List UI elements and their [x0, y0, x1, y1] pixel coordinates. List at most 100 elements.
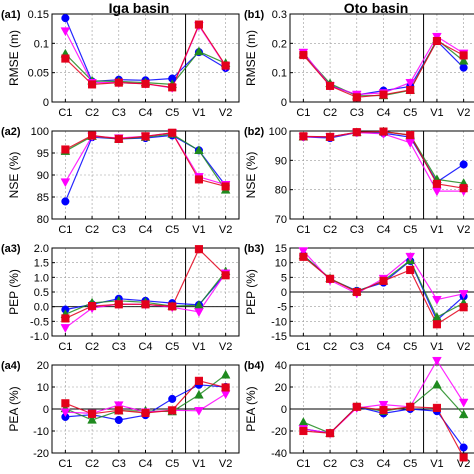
x-tick-label: C1: [58, 224, 72, 236]
x-tick-label: C3: [350, 107, 364, 119]
data-point-red: [88, 409, 97, 418]
x-tick-label: V1: [192, 224, 205, 236]
x-tick-label: C3: [112, 107, 126, 119]
data-point-magenta: [60, 408, 71, 418]
data-point-red: [221, 61, 230, 70]
x-tick-label: C5: [403, 341, 417, 353]
x-tick-label: V1: [430, 224, 443, 236]
y-tick-label: 0.0: [34, 302, 49, 314]
panel-a4: -20 -10 0 10 20 C1 C2 C3 C4 C5 V1 V2 PEA (%) (a4): [1, 360, 240, 470]
x-tick-label: C1: [58, 341, 72, 353]
data-point-red: [326, 132, 335, 141]
data-point-blue: [459, 443, 468, 452]
x-tick-label: C2: [323, 341, 337, 353]
data-point-red: [61, 54, 70, 63]
x-tick-label: C1: [296, 341, 310, 353]
x-tick-label: C2: [85, 341, 99, 353]
x-tick-label: C3: [350, 341, 364, 353]
x-tick-label: C5: [403, 458, 417, 470]
panel-label: (b1): [244, 9, 265, 21]
y-tick-label: 20: [275, 382, 287, 394]
x-tick-label: C1: [296, 458, 310, 470]
data-point-red: [114, 300, 123, 309]
right-basin-title: Oto basin: [344, 0, 409, 16]
data-point-red: [141, 132, 150, 141]
data-point-magenta: [405, 139, 416, 148]
panel-label: (b2): [244, 126, 265, 138]
y-tick-label: 0: [281, 97, 287, 109]
panel-b3: -15 -10 -5 0 5 10 15 C1 C2 C3 C4 C5 V1 V2 PEP (%) (b3): [244, 243, 474, 353]
data-point-green: [220, 369, 231, 379]
x-tick-label: C4: [376, 224, 390, 236]
data-point-red: [459, 453, 468, 462]
data-point-red: [141, 408, 150, 418]
y-tick-label: -20: [271, 426, 287, 438]
x-tick-label: V2: [219, 224, 232, 236]
x-tick-label: V1: [430, 458, 443, 470]
data-point-magenta: [113, 401, 124, 411]
y-axis-label: PEA (%): [7, 386, 21, 431]
y-axis-label: PEP (%): [244, 269, 258, 315]
y-tick-label: 80: [275, 185, 287, 197]
x-tick-label: V2: [219, 341, 232, 353]
panel-label: (a4): [1, 360, 21, 372]
x-tick-label: C5: [165, 341, 179, 353]
data-point-red: [459, 51, 468, 60]
y-tick-label: -15: [271, 331, 287, 343]
data-point-magenta: [220, 390, 231, 400]
data-point-magenta: [194, 407, 204, 416]
data-point-blue: [459, 160, 468, 169]
data-point-red: [141, 79, 150, 88]
y-axis-label: PEP (%): [7, 269, 21, 315]
data-point-red: [352, 128, 361, 137]
data-point-red: [88, 131, 97, 140]
data-point-red: [299, 252, 308, 261]
data-point-green: [194, 389, 204, 399]
data-point-red: [379, 276, 388, 285]
data-point-red: [114, 134, 123, 143]
y-tick-label: 0.1: [272, 68, 287, 80]
data-point-red: [432, 179, 441, 188]
y-tick-label: 0.05: [28, 68, 49, 80]
y-tick-label: 0.5: [34, 287, 49, 299]
x-tick-label: V1: [192, 107, 205, 119]
data-point-blue: [61, 14, 70, 23]
data-point-magenta: [60, 27, 71, 37]
data-point-red: [88, 302, 97, 311]
x-tick-label: V1: [430, 341, 443, 353]
data-point-green: [432, 379, 442, 389]
data-point-magenta: [432, 356, 442, 366]
x-tick-label: C4: [138, 224, 152, 236]
y-tick-label: 0.3: [272, 9, 287, 21]
left-basin-title: Iga basin: [109, 0, 170, 16]
data-point-magenta: [405, 252, 416, 262]
panel-label: (b3): [244, 243, 265, 255]
data-point-red: [88, 80, 97, 89]
x-tick-label: C1: [58, 458, 72, 470]
data-point-red: [406, 402, 415, 411]
data-point-red: [379, 127, 388, 136]
panel-b1: 0 0.1 0.2 0.3 C1 C2 C3 C4 C5 V1 V2 RMSE (m) (b1): [244, 9, 474, 119]
y-tick-label: 80: [37, 214, 49, 226]
series-line-red: [303, 256, 464, 326]
y-tick-label: 0.15: [28, 9, 49, 21]
data-point-red: [379, 406, 388, 415]
data-point-magenta: [405, 78, 416, 88]
y-tick-label: 1.0: [34, 272, 49, 284]
data-point-red: [61, 399, 70, 408]
panel-b2: 70 80 90 100 C1 C2 C3 C4 C5 V1 V2 NSE (%) (b2): [244, 126, 474, 236]
data-point-magenta: [60, 178, 71, 188]
x-tick-label: V2: [457, 107, 470, 119]
x-tick-label: C5: [403, 107, 417, 119]
data-point-red: [194, 20, 203, 29]
data-point-blue: [114, 415, 123, 425]
x-tick-label: C5: [165, 458, 179, 470]
panel-a1: 0 0.05 0.1 0.15 C1 C2 C3 C4 C5 V1 V2 RMSE (m) (a1): [1, 9, 240, 119]
y-tick-label: -0.5: [30, 316, 49, 328]
y-tick-label: 1.5: [34, 258, 49, 270]
data-point-red: [326, 429, 335, 438]
data-point-red: [406, 131, 415, 140]
y-tick-label: 10: [37, 382, 49, 394]
data-point-red: [221, 383, 230, 392]
